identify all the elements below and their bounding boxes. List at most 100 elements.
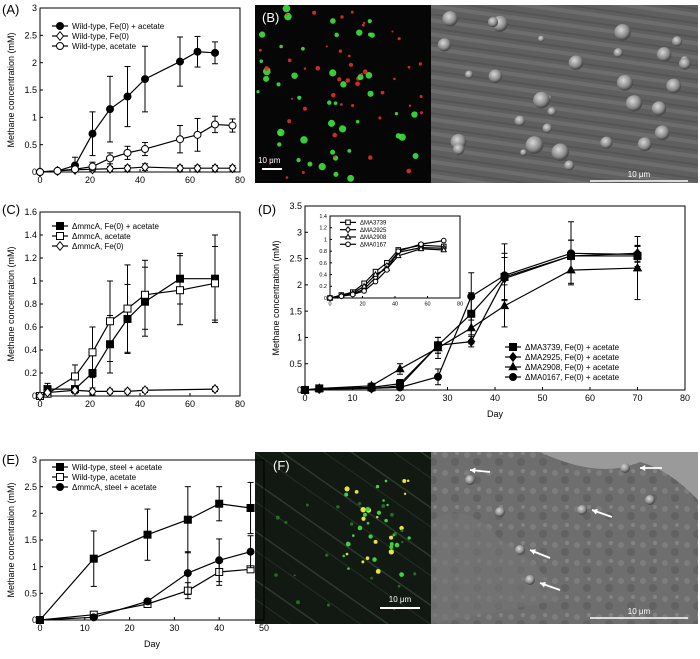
sem-cell — [613, 48, 623, 58]
sem-cell — [515, 545, 525, 555]
series-1 — [36, 246, 219, 400]
red-cell — [351, 104, 355, 108]
red-cell — [406, 168, 412, 174]
arrow-icon — [640, 465, 662, 471]
data-point — [633, 250, 642, 259]
green-cell — [367, 19, 372, 24]
data-point — [228, 121, 237, 130]
data-point — [246, 504, 255, 512]
data-point — [394, 252, 402, 259]
green-cell — [366, 521, 370, 525]
green-cell — [326, 603, 331, 607]
red-cell — [361, 23, 365, 27]
sem-surface-patch — [431, 513, 560, 624]
red-cell — [348, 62, 354, 67]
yellow-cell — [399, 525, 404, 531]
y-tick-label: 0 — [32, 391, 37, 401]
series-0 — [36, 481, 255, 624]
x-tick-label: 20 — [85, 175, 95, 185]
x-tick-label: 10 — [80, 623, 90, 633]
data-point — [327, 295, 333, 301]
y-tick-label: 2 — [32, 58, 37, 68]
series-line — [39, 551, 251, 621]
green-cell — [333, 171, 339, 177]
red-cell — [397, 37, 401, 41]
arrow-icon — [591, 509, 613, 518]
green-cell — [412, 152, 419, 159]
y-tick-label: 0 — [32, 615, 37, 625]
legend-label: ΔMA2908, Fe(0) + acetate — [525, 363, 620, 372]
y-tick-label: 1 — [32, 562, 37, 572]
green-cell — [356, 29, 363, 36]
data-point — [349, 291, 356, 298]
series-3 — [301, 221, 642, 394]
x-tick-label: 60 — [185, 399, 195, 409]
legend-marker — [508, 361, 518, 371]
data-point — [372, 278, 379, 285]
red-cell — [338, 49, 343, 53]
red-cell — [332, 132, 338, 138]
fluorescence-cells — [256, 4, 423, 182]
series-2 — [35, 383, 220, 402]
green-cell — [382, 499, 385, 502]
green-cell — [365, 72, 373, 79]
green-cell — [407, 536, 411, 540]
green-cell — [381, 504, 386, 508]
legend-marker — [345, 241, 351, 248]
data-point — [176, 57, 184, 66]
y-tick-label: 1 — [324, 237, 327, 243]
green-cell — [390, 512, 394, 517]
data-point — [175, 162, 185, 174]
data-point — [433, 342, 443, 352]
data-point — [71, 372, 79, 381]
data-point — [123, 304, 132, 313]
legend-label: ΔMA2908 — [360, 235, 387, 241]
sem-cell — [656, 47, 672, 62]
green-cell — [399, 572, 405, 577]
green-cell — [291, 72, 298, 79]
green-cell — [318, 163, 326, 171]
y-tick-label: 1 — [297, 333, 302, 343]
red-cell — [315, 65, 321, 71]
green-cell — [411, 111, 418, 118]
y-tick-label: 1.4 — [319, 214, 327, 220]
data-point — [35, 390, 45, 402]
y-tick-label: 3.5 — [289, 201, 302, 211]
green-cell — [330, 18, 336, 24]
red-cell — [368, 155, 373, 160]
green-cell — [300, 136, 308, 144]
green-cell — [338, 125, 347, 133]
data-point — [211, 120, 219, 129]
arrow-icon — [539, 582, 561, 591]
data-point — [395, 363, 405, 373]
green-cell — [372, 557, 377, 562]
green-cell — [355, 119, 360, 124]
x-tick-label: 0 — [302, 393, 307, 403]
yellow-cell — [406, 479, 410, 483]
data-point — [361, 288, 367, 294]
yellow-cell — [344, 486, 350, 492]
green-cell — [330, 149, 336, 155]
y-tick-label: 2.5 — [24, 30, 37, 40]
green-cell — [296, 600, 301, 605]
red-cell — [312, 10, 317, 15]
panel-label: (D) — [258, 202, 276, 217]
panel-label: (F) — [273, 458, 290, 473]
x-tick-label: 30 — [442, 393, 452, 403]
data-point — [141, 145, 149, 154]
red-cell — [407, 65, 411, 69]
chart-panel-c: 0 20 40 60 80 0 0.2 0.4 0.6 0.8 1 1.2 1.4 1.6 Methane … — [6, 207, 245, 409]
red-cell — [285, 176, 289, 179]
y-tick-label: 0.6 — [319, 261, 327, 267]
sem-cell — [651, 101, 667, 116]
green-cell — [297, 95, 302, 100]
green-cell — [296, 157, 301, 163]
sem-cell — [514, 115, 526, 127]
green-cell — [274, 573, 278, 577]
green-cell — [259, 31, 266, 38]
panel-label: (A) — [2, 2, 19, 17]
legend-label: Wild-type, acetate — [72, 42, 137, 51]
data-point — [467, 292, 476, 301]
sem-cell — [437, 38, 452, 52]
y-tick-label: 1.5 — [24, 535, 37, 545]
